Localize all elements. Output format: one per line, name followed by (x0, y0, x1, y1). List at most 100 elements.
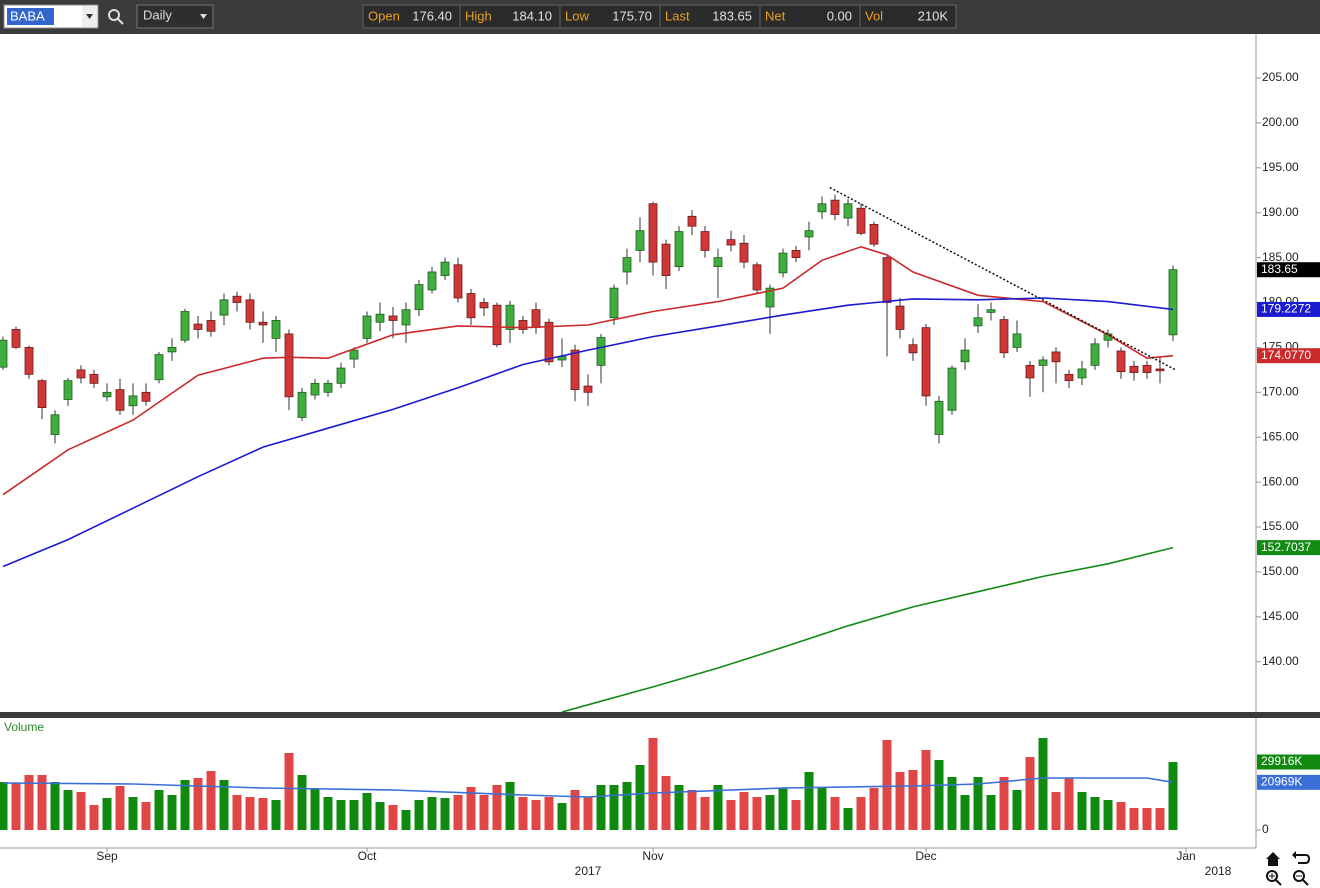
panel-separator (0, 712, 1320, 718)
candle-body (154, 354, 164, 381)
volume-bar (102, 798, 112, 830)
volume-bar (232, 795, 242, 830)
candle-body (739, 242, 749, 263)
x-tick-label: Oct (358, 849, 377, 863)
candle-body (388, 315, 398, 321)
candle-body (544, 321, 554, 363)
candle-body (24, 347, 34, 375)
volume-bar (960, 795, 970, 830)
value-tag-label: 20969K (1261, 775, 1302, 789)
candle-body (570, 349, 580, 391)
candle-body (76, 369, 86, 379)
volume-bar (479, 795, 489, 830)
quote-label: Net (765, 8, 786, 23)
volume-bar (141, 802, 151, 830)
candle-body (427, 271, 437, 291)
volume-bar (89, 805, 99, 830)
candle-body (1116, 350, 1126, 373)
candle-body (752, 264, 762, 291)
quote-label: Vol (865, 8, 883, 23)
home-button[interactable] (1266, 852, 1280, 866)
y-tick-label: 200.00 (1262, 115, 1299, 129)
volume-bar (583, 797, 593, 830)
candle-body (908, 344, 918, 354)
volume-bar (50, 782, 60, 830)
volume-bar (544, 797, 554, 830)
y-tick-label: 165.00 (1262, 429, 1299, 443)
volume-bar (37, 775, 47, 830)
candle-body (297, 391, 307, 418)
value-tag-label: 152.7037 (1261, 540, 1311, 554)
year-label: 2018 (1205, 864, 1232, 878)
interval: Daily (143, 7, 172, 22)
candle-body (531, 309, 541, 329)
moving-average (2, 245, 1174, 496)
volume-bar (375, 802, 385, 830)
candle-body (713, 257, 723, 267)
candle-body (479, 302, 489, 309)
candle-body (856, 207, 866, 234)
candle-body (11, 329, 21, 348)
candle-body (323, 382, 333, 393)
quote-value: 210K (918, 8, 949, 23)
volume-bar (1064, 778, 1074, 830)
candle-body (843, 203, 853, 219)
volume-bar (453, 795, 463, 830)
candle-body (336, 367, 346, 384)
dropdown-arrow (200, 14, 207, 19)
volume-bar (934, 760, 944, 830)
volume-bar (1142, 808, 1152, 830)
x-tick-label: Dec (915, 849, 936, 863)
candle-body (219, 299, 229, 316)
quote-value: 183.65 (712, 8, 752, 23)
volume-bar (427, 797, 437, 830)
volume-bar (76, 792, 86, 830)
candle-body (115, 389, 125, 411)
candle-body (401, 309, 411, 326)
y-tick-label: 190.00 (1262, 205, 1299, 219)
volume-bar (687, 790, 697, 830)
volume-bar (830, 797, 840, 830)
search-icon[interactable] (108, 9, 124, 25)
value-tag-label: 29916K (1261, 754, 1302, 768)
volume-bar (271, 800, 281, 830)
undo-button[interactable] (1292, 851, 1311, 864)
candle-body (960, 349, 970, 363)
candle-body (1168, 269, 1178, 336)
zoom-out-button[interactable] (1293, 870, 1309, 886)
volume-bar (947, 777, 957, 830)
zoom-in-button[interactable] (1266, 870, 1282, 886)
volume-bar (323, 797, 333, 830)
candle-body (700, 231, 710, 251)
volume-bar (856, 797, 866, 830)
volume-bar (817, 788, 827, 830)
candle-body (622, 257, 632, 273)
trendline (829, 186, 1176, 371)
moving-average (561, 546, 1174, 712)
volume-bar (674, 785, 684, 830)
interval-select[interactable] (136, 4, 214, 29)
volume-bar (154, 790, 164, 830)
candle-body (674, 231, 684, 267)
volume-bar (63, 790, 73, 830)
candle-body (1142, 364, 1152, 373)
candle-body (687, 215, 697, 227)
volume-bar (648, 738, 658, 830)
candle-body (245, 299, 255, 323)
volume-bar (193, 778, 203, 830)
y-tick-label: 145.00 (1262, 609, 1299, 623)
y-tick-label: 185.00 (1262, 250, 1299, 264)
volume-bar (1077, 792, 1087, 830)
candle-body (128, 395, 138, 407)
candle-body (37, 380, 47, 408)
candle-body (609, 287, 619, 319)
volume-tick-label: 0 (1262, 822, 1269, 836)
volume-bar (804, 772, 814, 830)
selection (7, 8, 54, 25)
candle-body (947, 367, 957, 411)
volume-bar (284, 753, 294, 830)
axes: 140.00 145.00 150.00 155.00 160.00 165.00 170.… (96, 70, 1320, 863)
volume-bar (11, 783, 21, 830)
candle-body (778, 252, 788, 274)
moving-average (2, 297, 1174, 568)
